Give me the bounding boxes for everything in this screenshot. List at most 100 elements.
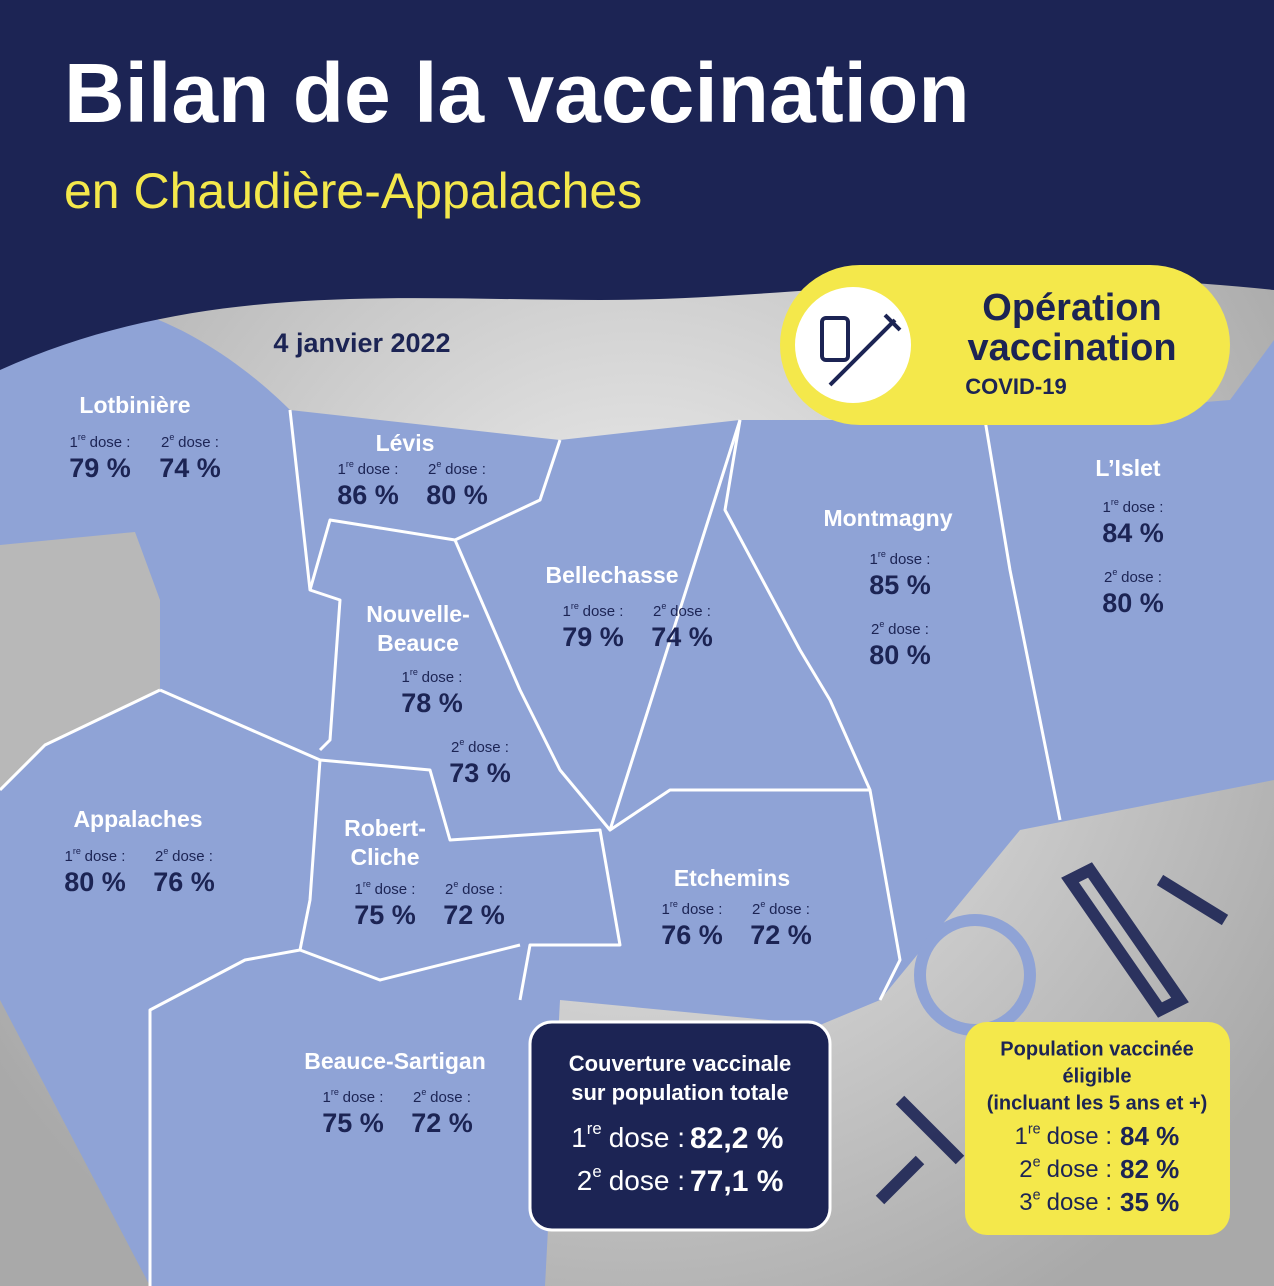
- dose-value: 73 %: [449, 758, 511, 788]
- region-name: Beauce: [377, 630, 459, 656]
- dose-value: 85 %: [869, 570, 931, 600]
- region-name: Bellechasse: [546, 562, 679, 588]
- date: 4 janvier 2022: [273, 328, 450, 358]
- syringe-icon: [820, 313, 902, 387]
- dose-word: dose :: [430, 1089, 471, 1106]
- dose-number: 2: [752, 901, 760, 918]
- dose-word: dose :: [343, 1089, 384, 1106]
- region-name: Cliche: [350, 844, 419, 870]
- region-name: Robert-: [344, 815, 426, 841]
- dose-value: 76 %: [153, 867, 215, 897]
- dose-word: dose :: [462, 881, 503, 898]
- dose-label: 1re dose :: [338, 459, 399, 478]
- dose-label: 2e dose :: [577, 1163, 685, 1197]
- dose-value: 72 %: [411, 1108, 473, 1138]
- dose-word: dose :: [1047, 1156, 1112, 1183]
- badge-icon: [795, 287, 911, 403]
- dose-number: 1: [1014, 1123, 1027, 1150]
- box-value: 35 %: [1120, 1187, 1179, 1217]
- box-title: (incluant les 5 ans et +): [987, 1092, 1208, 1114]
- dose-number: 1: [355, 881, 363, 898]
- dose-label: 1re dose :: [571, 1120, 685, 1154]
- box-title: sur population totale: [571, 1080, 789, 1105]
- dose-word: dose :: [358, 461, 399, 478]
- region-name: L’Islet: [1095, 455, 1161, 481]
- box-value: 84 %: [1120, 1121, 1179, 1151]
- dose-label: 1re dose :: [1103, 497, 1164, 516]
- dose-suffix: e: [436, 459, 441, 469]
- dose-suffix: e: [459, 737, 464, 747]
- dose-value: 86 %: [337, 480, 399, 510]
- dose-number: 1: [662, 901, 670, 918]
- badge-line: Opération: [982, 287, 1161, 329]
- dose-word: dose :: [1121, 569, 1162, 586]
- dose-word: dose :: [1047, 1123, 1112, 1150]
- dose-label: 1re dose :: [323, 1087, 384, 1106]
- dose-value: 80 %: [1102, 588, 1164, 618]
- dose-word: dose :: [583, 603, 624, 620]
- dose-label: 1re dose :: [402, 667, 463, 686]
- dose-label: 1re dose :: [355, 879, 416, 898]
- dose-suffix: re: [878, 549, 886, 559]
- dose-number: 2: [871, 621, 879, 638]
- dose-suffix: e: [1033, 1187, 1041, 1203]
- dose-label: 2e dose :: [428, 459, 486, 478]
- dose-number: 2: [161, 434, 169, 451]
- dose-word: dose :: [445, 461, 486, 478]
- decor-syringe: [875, 862, 1229, 1205]
- dose-value: 75 %: [322, 1108, 384, 1138]
- dose-number: 1: [563, 603, 571, 620]
- dose-suffix: e: [760, 899, 765, 909]
- map-land: [0, 310, 1274, 1286]
- dose-value: 76 %: [661, 920, 723, 950]
- box-title: Couverture vaccinale: [569, 1051, 792, 1076]
- dose-number: 2: [155, 848, 163, 865]
- dose-label: 2e dose :: [161, 432, 219, 451]
- dose-word: dose :: [769, 901, 810, 918]
- dose-number: 2: [413, 1089, 421, 1106]
- dose-label: 3e dose :: [1019, 1187, 1112, 1216]
- region-name: Nouvelle-: [366, 601, 470, 627]
- dose-number: 1: [338, 461, 346, 478]
- dose-word: dose :: [85, 848, 126, 865]
- dose-suffix: e: [163, 846, 168, 856]
- dose-number: 2: [445, 881, 453, 898]
- dose-word: dose :: [609, 1122, 685, 1153]
- dose-number: 3: [1019, 1189, 1032, 1216]
- dose-number: 1: [1103, 499, 1111, 516]
- dose-value: 74 %: [651, 622, 713, 652]
- dose-value: 74 %: [159, 453, 221, 483]
- dose-label: 2e dose :: [155, 846, 213, 865]
- dose-number: 2: [451, 739, 459, 756]
- dose-value: 80 %: [426, 480, 488, 510]
- dose-suffix: re: [78, 432, 86, 442]
- box-title: Population vaccinée: [1000, 1038, 1193, 1060]
- dose-label: 2e dose :: [413, 1087, 471, 1106]
- dose-label: 2e dose :: [1104, 567, 1162, 586]
- dose-word: dose :: [375, 881, 416, 898]
- eligible-box: [965, 1022, 1230, 1235]
- region-name: Beauce-Sartigan: [304, 1048, 486, 1074]
- dose-suffix: re: [1111, 497, 1119, 507]
- dose-label: 2e dose :: [451, 737, 509, 756]
- total-box: [528, 1020, 832, 1232]
- region-name: Montmagny: [823, 505, 952, 531]
- dose-value: 79 %: [69, 453, 131, 483]
- dose-suffix: re: [1028, 1121, 1041, 1137]
- dose-number: 2: [1104, 569, 1112, 586]
- dose-word: dose :: [1047, 1189, 1112, 1216]
- dose-suffix: re: [571, 601, 579, 611]
- title: Bilan de la vaccination: [64, 46, 970, 140]
- dose-label: 1re dose :: [1014, 1121, 1112, 1150]
- dose-suffix: e: [453, 879, 458, 889]
- region-name: Lotbinière: [79, 392, 190, 418]
- dose-label: 1re dose :: [662, 899, 723, 918]
- dose-value: 78 %: [401, 688, 463, 718]
- dose-suffix: e: [169, 432, 174, 442]
- dose-label: 2e dose :: [445, 879, 503, 898]
- dose-suffix: e: [1033, 1154, 1041, 1170]
- dose-suffix: e: [592, 1163, 601, 1182]
- dose-number: 2: [1019, 1156, 1032, 1183]
- dose-number: 1: [65, 848, 73, 865]
